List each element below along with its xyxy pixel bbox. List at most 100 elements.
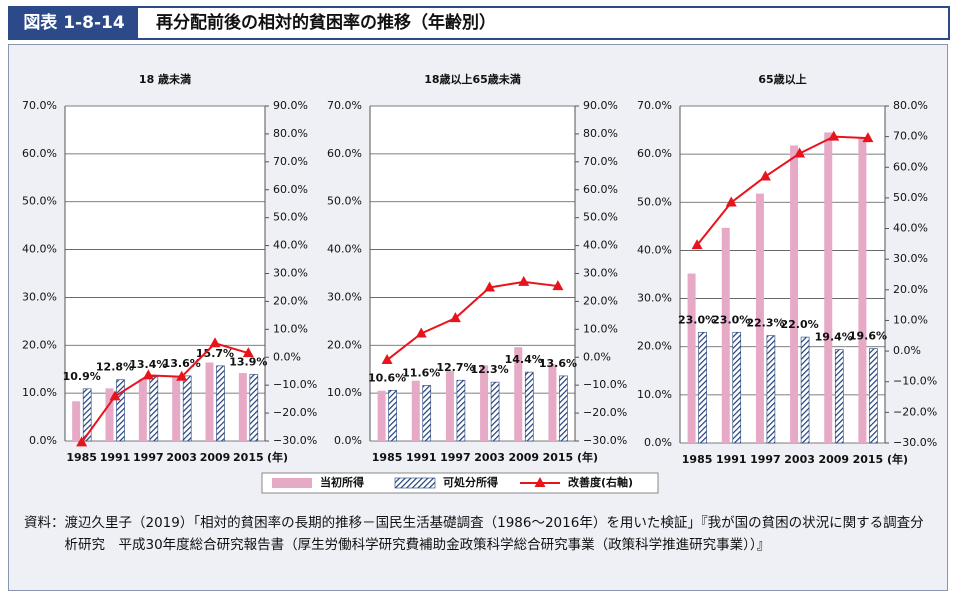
y-tick-label: 10.0% bbox=[637, 388, 672, 401]
y2-tick-label: 60.0% bbox=[273, 183, 308, 196]
x-tick-label: 1997 bbox=[750, 453, 781, 466]
line-marker bbox=[142, 369, 154, 380]
bar bbox=[490, 381, 500, 442]
y2-tick-label: 70.0% bbox=[893, 130, 928, 143]
bar bbox=[216, 365, 225, 442]
y2-tick-label: 80.0% bbox=[893, 99, 928, 112]
y-tick-label: 50.0% bbox=[22, 195, 57, 208]
y2-tick-label: 60.0% bbox=[583, 183, 618, 196]
source: 資料： 渡辺久里子（2019）「相対的貧困率の長期的推移－国民生活基礎調査（19… bbox=[24, 512, 934, 556]
y2-tick-label: 20.0% bbox=[583, 294, 618, 307]
legend-label: 改善度(右軸) bbox=[568, 475, 633, 489]
x-tick-label: 1997 bbox=[440, 451, 471, 464]
y-tick-label: 10.0% bbox=[327, 386, 362, 399]
y2-tick-label: 40.0% bbox=[273, 239, 308, 252]
x-tick-label: 2015 bbox=[543, 451, 574, 464]
bar bbox=[698, 331, 707, 444]
y2-tick-label: 80.0% bbox=[583, 127, 618, 140]
bar bbox=[182, 375, 192, 442]
bar bbox=[766, 335, 776, 444]
y2-tick-label: 80.0% bbox=[273, 127, 308, 140]
bar bbox=[732, 331, 742, 444]
bar bbox=[105, 388, 114, 441]
x-axis-unit: (年) bbox=[267, 450, 288, 464]
x-tick-label: 1985 bbox=[66, 451, 97, 464]
bar bbox=[755, 193, 764, 443]
y2-tick-label: −30.0% bbox=[893, 436, 937, 449]
line bbox=[386, 280, 559, 361]
y-tick-label: 50.0% bbox=[637, 195, 672, 208]
bar bbox=[172, 377, 181, 441]
bar bbox=[514, 347, 523, 441]
legend: 当初所得 可処分所得 改善度(右軸) bbox=[261, 472, 659, 494]
data-label: 13.9% bbox=[229, 355, 267, 368]
x-tick-label: 1985 bbox=[372, 451, 403, 464]
y2-tick-label: −30.0% bbox=[583, 434, 627, 447]
data-label: 12.3% bbox=[470, 363, 508, 376]
y2-tick-label: −10.0% bbox=[583, 378, 627, 391]
chart-title: 18歳以上65歳未満 bbox=[424, 72, 521, 86]
bar bbox=[249, 374, 259, 442]
bar bbox=[548, 364, 557, 441]
y2-tick-label: 10.0% bbox=[273, 322, 308, 335]
y2-tick-label: 40.0% bbox=[893, 222, 928, 235]
y2-tick-label: 0.0% bbox=[583, 350, 611, 363]
x-tick-label: 2003 bbox=[474, 451, 505, 464]
bar bbox=[149, 376, 159, 442]
bar bbox=[238, 373, 247, 441]
line-marker bbox=[415, 327, 427, 338]
y2-tick-label: −20.0% bbox=[583, 406, 627, 419]
source-text: 渡辺久里子（2019）「相対的貧困率の長期的推移－国民生活基礎調査（1986～2… bbox=[64, 515, 924, 553]
bar bbox=[721, 227, 730, 443]
x-tick-label: 1991 bbox=[406, 451, 437, 464]
plot-area bbox=[370, 106, 575, 441]
data-label: 19.6% bbox=[849, 330, 887, 343]
bar bbox=[72, 401, 81, 441]
line-marker bbox=[518, 275, 530, 286]
data-label: 15.7% bbox=[196, 347, 234, 360]
y2-tick-label: 10.0% bbox=[893, 313, 928, 326]
y2-tick-label: −20.0% bbox=[893, 405, 937, 418]
bar bbox=[422, 385, 432, 442]
data-label: 14.4% bbox=[505, 353, 543, 366]
y-tick-label: 40.0% bbox=[637, 243, 672, 256]
header: 図表 1-8-14 再分配前後の相対的貧困率の推移（年齢別） bbox=[8, 6, 950, 40]
data-label: 13.4% bbox=[129, 358, 167, 371]
x-tick-label: 2009 bbox=[200, 451, 231, 464]
x-axis-unit: (年) bbox=[577, 450, 598, 464]
data-label: 13.6% bbox=[539, 357, 577, 370]
y2-tick-label: 0.0% bbox=[893, 344, 921, 357]
line-marker bbox=[691, 239, 703, 250]
legend-swatch bbox=[272, 478, 312, 488]
bar bbox=[790, 145, 799, 443]
line-marker bbox=[242, 347, 254, 358]
plot-area bbox=[680, 106, 885, 443]
y2-tick-label: 50.0% bbox=[583, 211, 618, 224]
y2-tick-label: 20.0% bbox=[273, 294, 308, 307]
bar bbox=[800, 336, 810, 444]
y-tick-label: 60.0% bbox=[637, 147, 672, 160]
y2-tick-label: −10.0% bbox=[273, 378, 317, 391]
line-marker bbox=[109, 390, 121, 401]
y-tick-label: 30.0% bbox=[327, 290, 362, 303]
y2-tick-label: −20.0% bbox=[273, 406, 317, 419]
legend-label: 当初所得 bbox=[320, 475, 364, 489]
y-tick-label: 20.0% bbox=[327, 338, 362, 351]
bar bbox=[824, 132, 833, 443]
bar bbox=[82, 388, 92, 442]
line-marker bbox=[794, 147, 806, 158]
y2-tick-label: 30.0% bbox=[893, 252, 928, 265]
bar bbox=[687, 273, 696, 443]
y2-tick-label: 70.0% bbox=[583, 155, 618, 168]
bar bbox=[858, 137, 867, 444]
line-marker bbox=[862, 132, 874, 143]
data-label: 19.4% bbox=[815, 331, 853, 344]
line-marker bbox=[76, 436, 88, 447]
source-label: 資料： bbox=[24, 515, 65, 531]
y-tick-label: 10.0% bbox=[22, 386, 57, 399]
y2-tick-label: 50.0% bbox=[273, 211, 308, 224]
line-marker bbox=[759, 170, 771, 181]
y2-tick-label: 70.0% bbox=[273, 155, 308, 168]
bar bbox=[834, 349, 844, 444]
